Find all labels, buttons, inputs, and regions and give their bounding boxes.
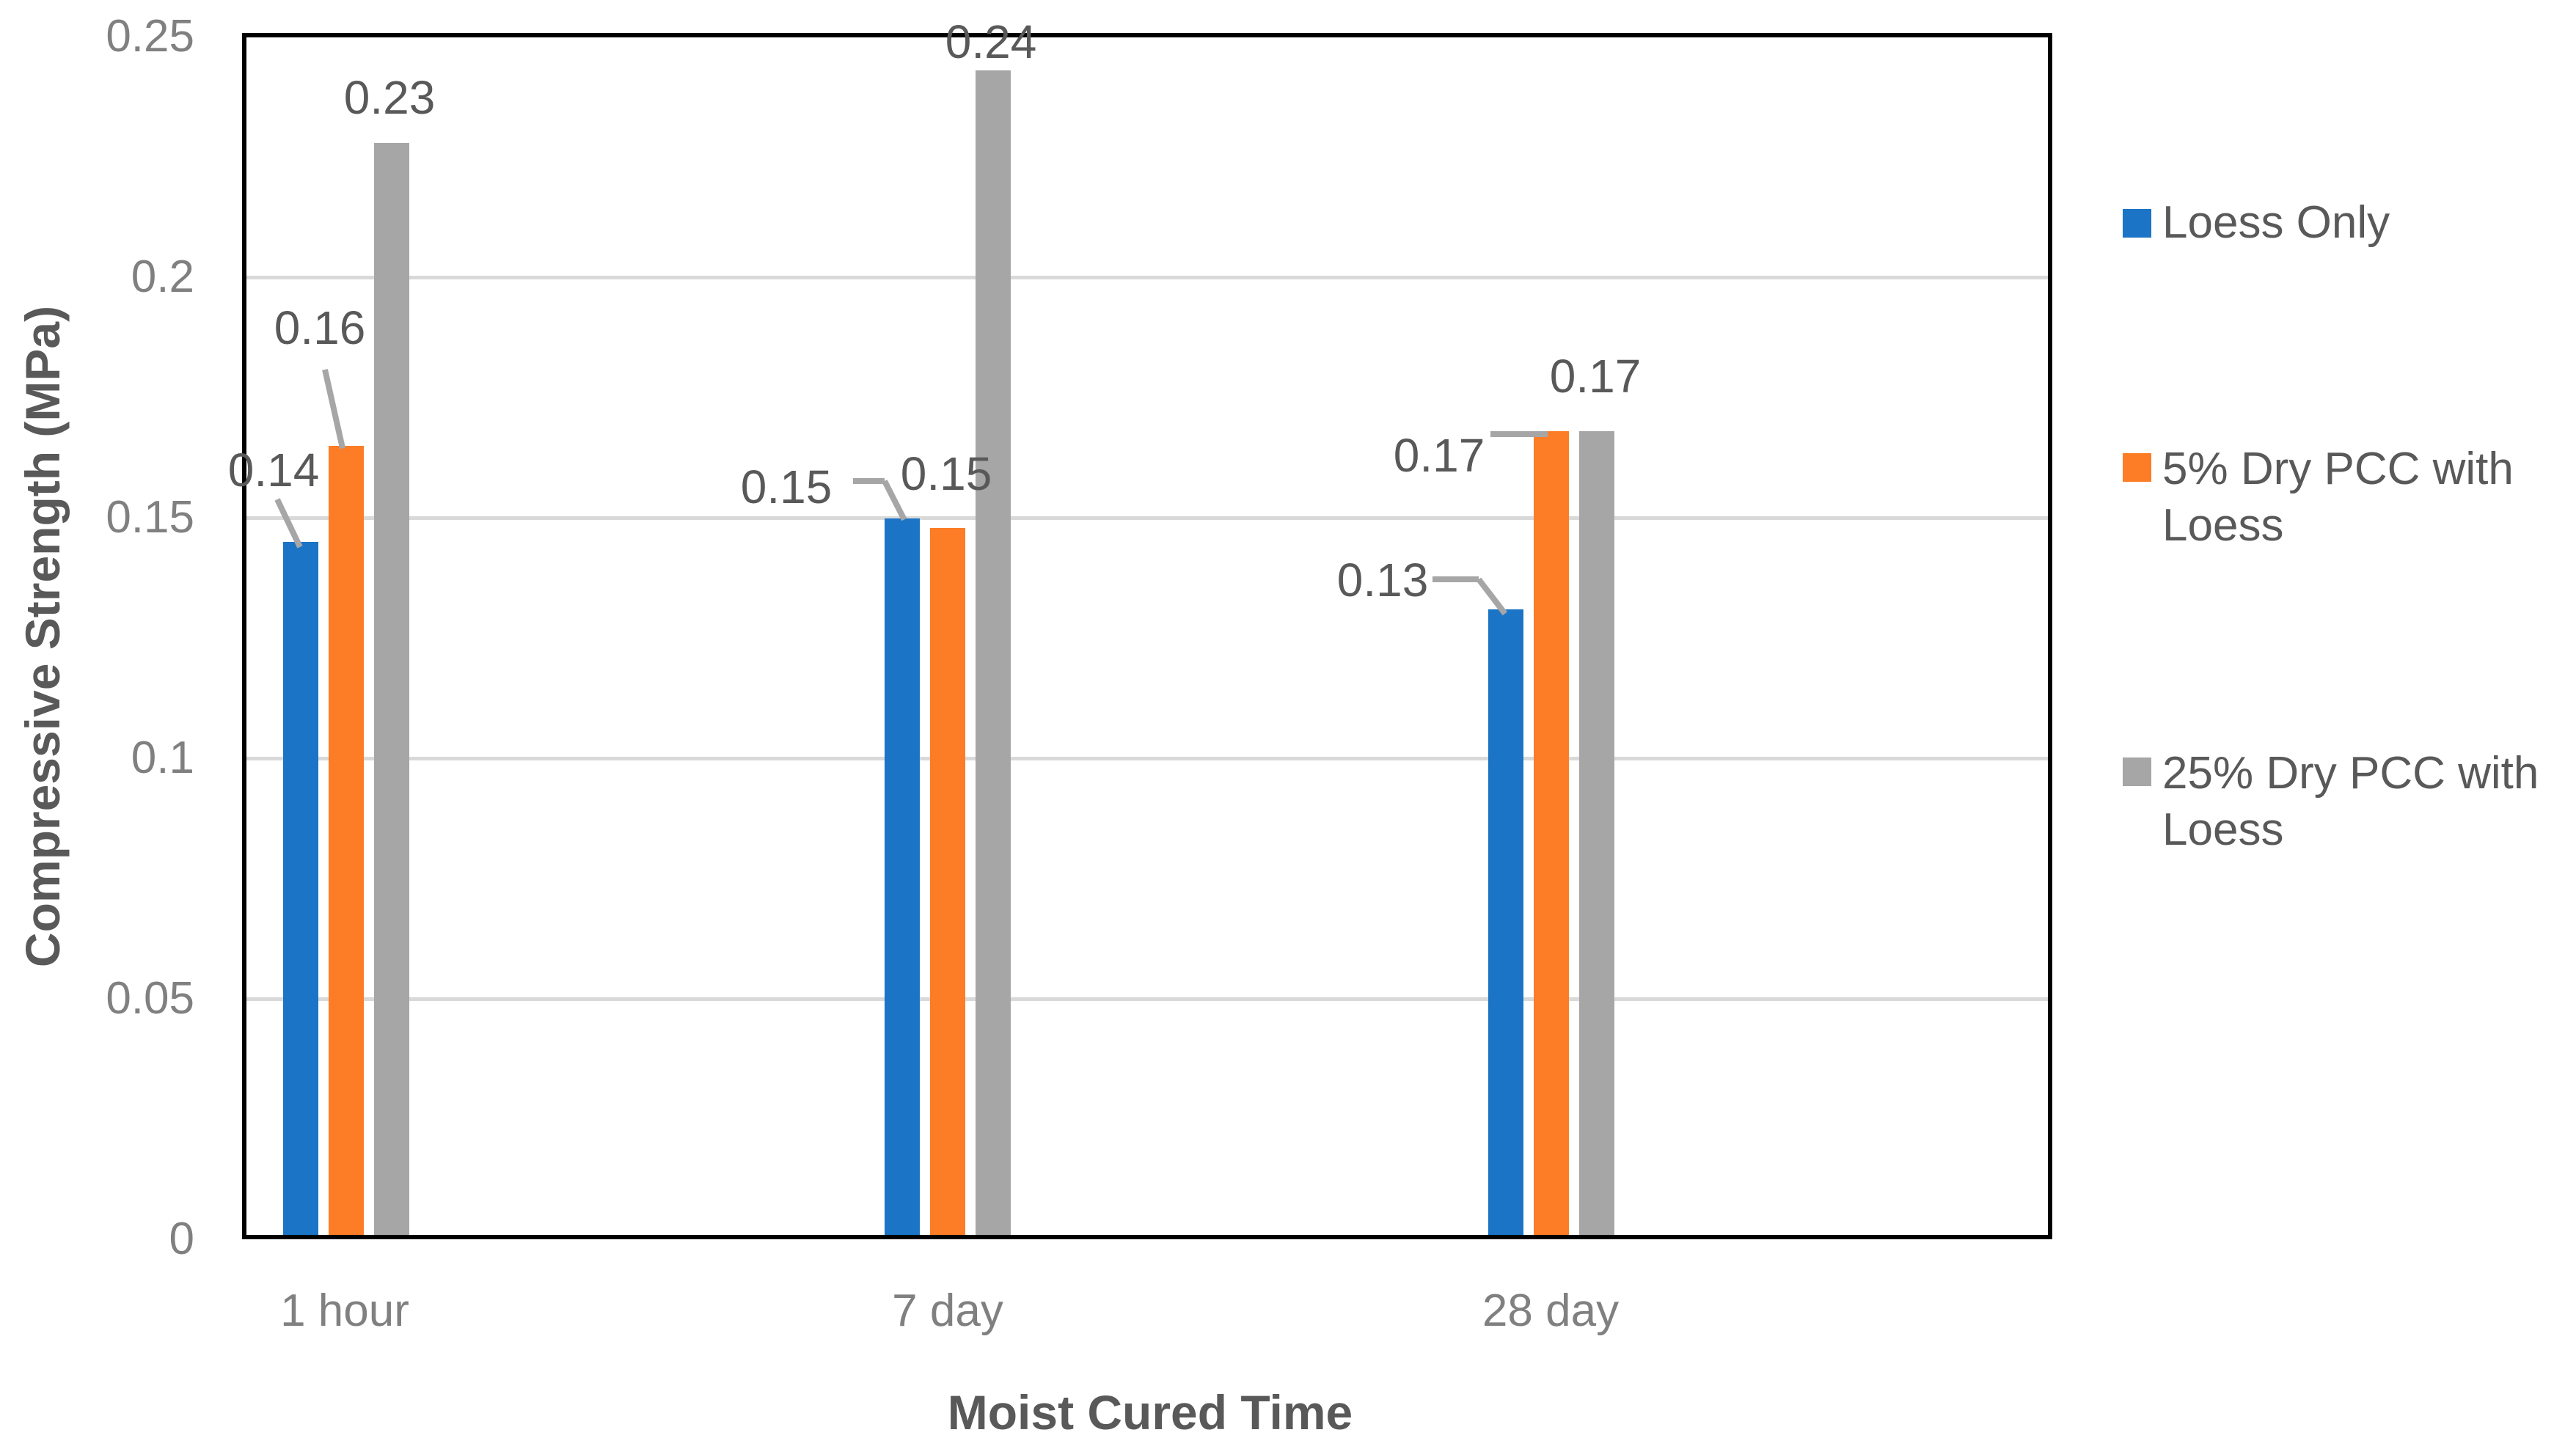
y-tick-0.25: 0.25	[106, 11, 194, 62]
data-label-loess-only-28-day: 0.13	[1336, 554, 1429, 606]
bar-25pct-dry-pcc-with-loess-28-day	[1579, 431, 1614, 1235]
gridline-0.05	[246, 997, 2048, 1001]
data-label-5pct-dry-pcc-with-loess-1-hour: 0.16	[274, 301, 366, 354]
bar-5pct-dry-pcc-with-loess-1-hour	[329, 446, 364, 1235]
y-tick-0: 0	[169, 1214, 194, 1264]
plot-area	[242, 33, 2052, 1239]
x-axis-title: Moist Cured Time	[947, 1385, 1353, 1438]
bar-5pct-dry-pcc-with-loess-7-day	[930, 528, 965, 1235]
legend-swatch-loess-only	[2123, 209, 2151, 238]
bar-5pct-dry-pcc-with-loess-28-day	[1534, 431, 1569, 1235]
legend-label-loess-only: Loess Only	[2162, 197, 2390, 248]
leader-line	[1432, 576, 1479, 582]
data-label-25pct-dry-pcc-with-loess-1-hour: 0.23	[343, 71, 436, 124]
legend-label-25pct-dry-pcc-with-loess: 25% Dry PCC with	[2162, 748, 2539, 799]
bar-loess-only-1-hour	[283, 542, 318, 1235]
legend-swatch-25pct-dry-pcc-with-loess	[2123, 757, 2151, 786]
data-label-loess-only-7-day: 0.15	[740, 461, 833, 513]
bar-25pct-dry-pcc-with-loess-1-hour	[374, 143, 409, 1235]
y-axis-title: Compressive Strength (MPa)	[15, 305, 70, 968]
data-label-25pct-dry-pcc-with-loess-7-day: 0.24	[945, 15, 1037, 68]
y-tick-0.15: 0.15	[106, 492, 194, 543]
bar-25pct-dry-pcc-with-loess-7-day	[976, 70, 1011, 1235]
gridline-0.15	[246, 516, 2048, 520]
data-label-5pct-dry-pcc-with-loess-28-day: 0.17	[1393, 429, 1485, 482]
bar-loess-only-28-day	[1488, 609, 1523, 1235]
legend-swatch-5pct-dry-pcc-with-loess	[2123, 453, 2151, 482]
leader-line	[1490, 431, 1548, 437]
gridline-0.1	[246, 757, 2048, 760]
data-label-loess-only-1-hour: 0.14	[227, 444, 320, 496]
x-category-7-day: 7 day	[892, 1285, 1003, 1336]
data-label-25pct-dry-pcc-with-loess-28-day: 0.17	[1549, 350, 1642, 403]
y-tick-0.05: 0.05	[106, 973, 194, 1024]
leader-line	[853, 478, 885, 484]
legend-label-25pct-dry-pcc-with-loess-line2: Loess	[2162, 804, 2284, 855]
y-tick-0.2: 0.2	[131, 252, 194, 302]
y-tick-0.1: 0.1	[131, 733, 194, 783]
bar-loess-only-7-day	[885, 518, 920, 1235]
x-category-28-day: 28 day	[1482, 1285, 1620, 1336]
gridline-0.2	[246, 276, 2048, 279]
legend-label-5pct-dry-pcc-with-loess-line2: Loess	[2162, 500, 2284, 551]
legend-label-5pct-dry-pcc-with-loess: 5% Dry PCC with	[2162, 444, 2514, 494]
data-label-5pct-dry-pcc-with-loess-7-day: 0.15	[900, 447, 992, 500]
x-category-1-hour: 1 hour	[280, 1285, 409, 1336]
